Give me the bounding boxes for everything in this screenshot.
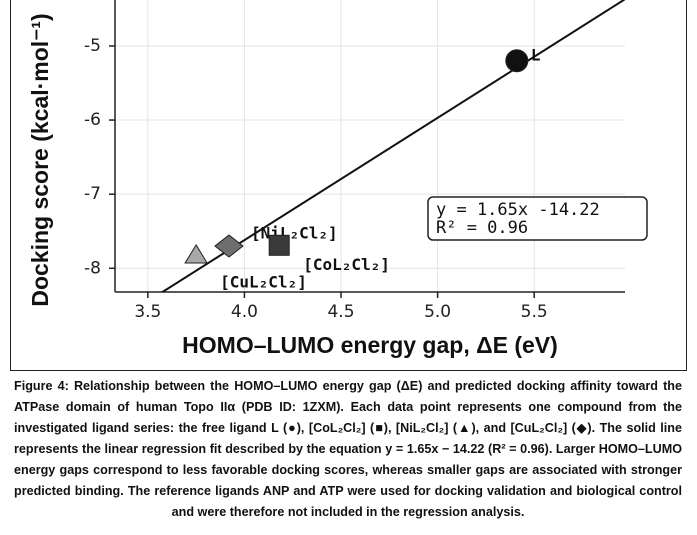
regression-line — [160, 0, 625, 292]
point — [184, 243, 209, 264]
point — [268, 234, 290, 256]
point-label: L — [531, 45, 541, 64]
chart: HOMO–LUMO energy gap, ΔE (eV) Docking sc… — [27, 0, 648, 358]
y-tick-label: -5 — [84, 36, 101, 56]
point — [505, 49, 529, 73]
point — [214, 234, 244, 258]
caption: Figure 4: Relationship between the HOMO–… — [14, 379, 682, 519]
point-label: [CoL₂Cl₂] — [303, 255, 390, 274]
figure-frame — [10, 0, 687, 371]
x-tick-label: 4.5 — [327, 302, 354, 322]
x-tick-label: 4.0 — [231, 302, 258, 322]
y-tick-label: -8 — [84, 258, 101, 278]
y-tick-label: -6 — [84, 110, 101, 130]
point-label: [NiL₂Cl₂] — [251, 224, 338, 243]
point-label: [CuL₂Cl₂] — [220, 272, 307, 291]
equation-box — [427, 196, 648, 241]
x-tick-label: 3.5 — [134, 302, 161, 322]
r-squared: R² = 0.96 — [436, 218, 528, 238]
x-tick-label: 5.5 — [521, 302, 548, 322]
x-axis-title: HOMO–LUMO energy gap, ΔE (eV) — [182, 332, 558, 358]
equation: y = 1.65x -14.22 — [436, 200, 600, 220]
y-tick-label: -7 — [84, 184, 101, 204]
x-tick-label: 5.0 — [424, 302, 451, 322]
y-axis-title: Docking score (kcal·mol⁻¹) — [27, 13, 53, 306]
